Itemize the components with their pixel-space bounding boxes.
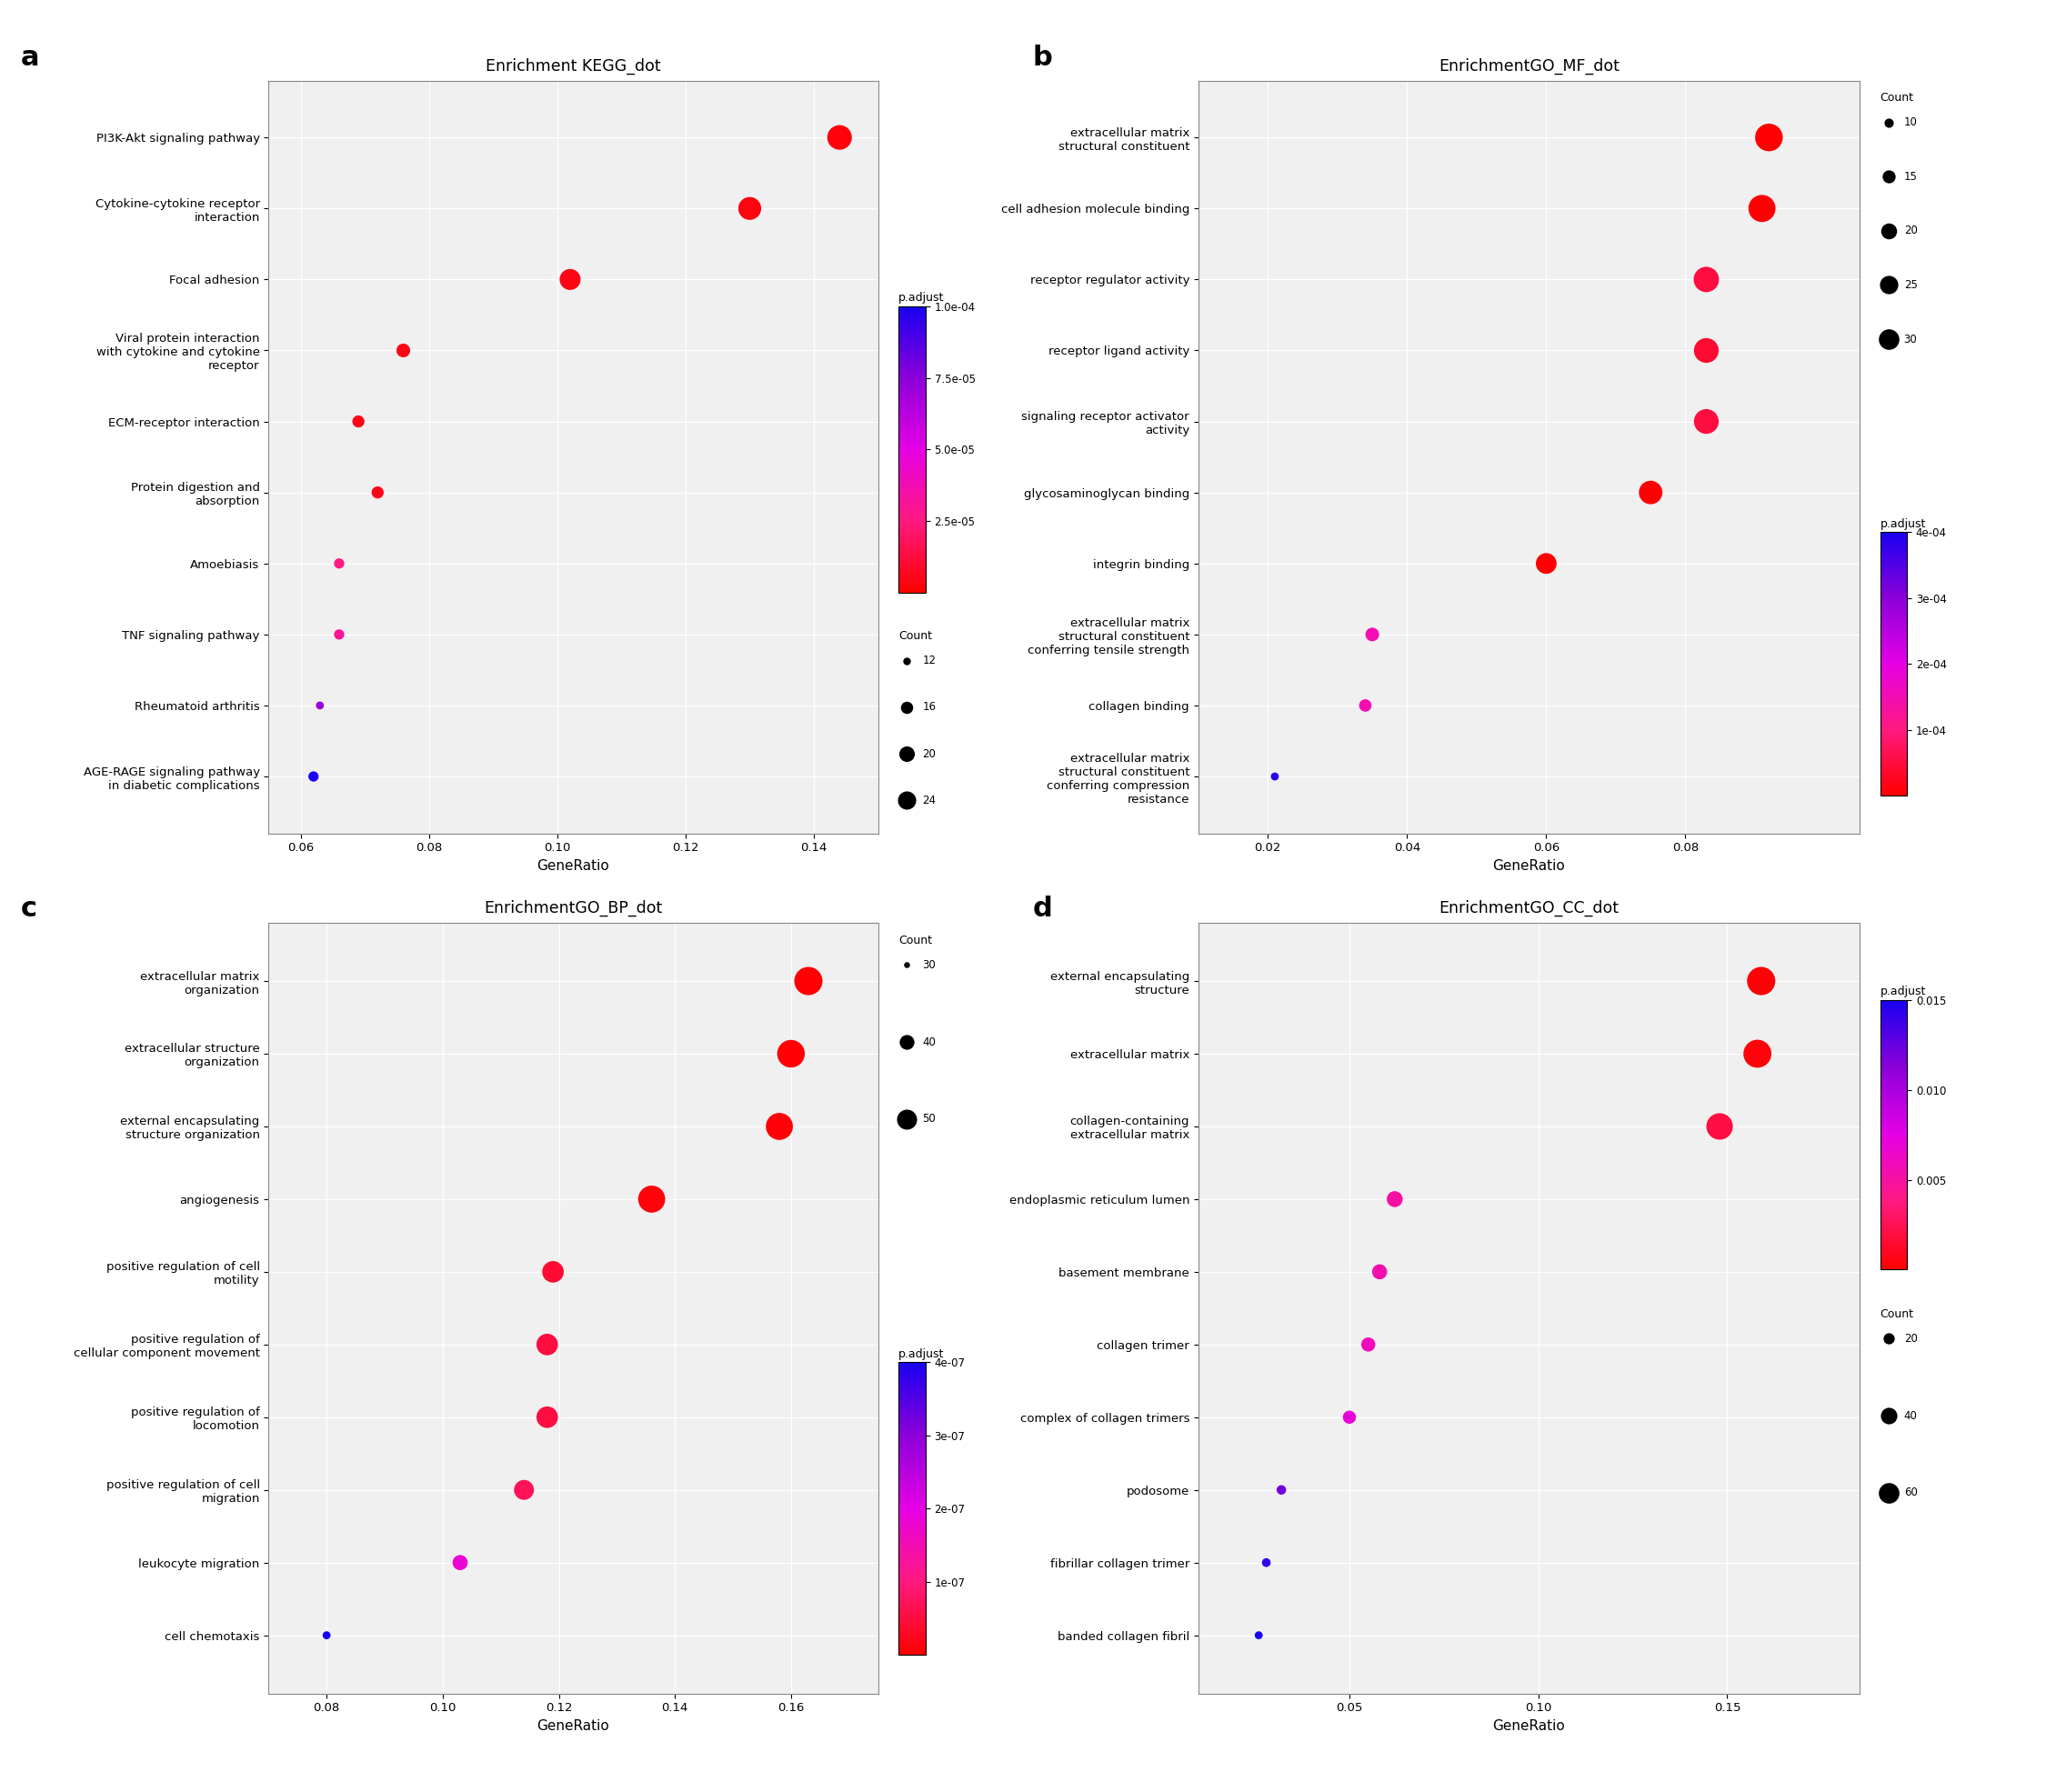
- Point: [634, 1185, 667, 1213]
- Point: [362, 478, 395, 507]
- Text: p.adjust: p.adjust: [1880, 986, 1926, 998]
- Point: [1355, 620, 1388, 649]
- Text: 30: 30: [1903, 333, 1917, 346]
- Point: [890, 1104, 924, 1133]
- Point: [531, 1330, 564, 1358]
- X-axis label: GeneRatio: GeneRatio: [537, 1719, 609, 1733]
- Text: 20: 20: [1903, 224, 1917, 237]
- Point: [508, 1475, 541, 1503]
- Text: 12: 12: [921, 654, 936, 667]
- Text: c: c: [21, 896, 37, 923]
- Text: p.adjust: p.adjust: [1880, 518, 1926, 530]
- Point: [1333, 1403, 1366, 1432]
- Text: 40: 40: [1903, 1410, 1917, 1421]
- Point: [1690, 337, 1723, 366]
- Text: a: a: [21, 45, 39, 72]
- Point: [890, 647, 924, 676]
- Text: 25: 25: [1903, 280, 1917, 290]
- X-axis label: GeneRatio: GeneRatio: [537, 858, 609, 873]
- Point: [775, 1039, 808, 1068]
- Point: [444, 1548, 477, 1577]
- Point: [1250, 1548, 1283, 1577]
- Point: [322, 620, 355, 649]
- Text: 20: 20: [921, 747, 936, 760]
- Point: [890, 950, 924, 978]
- Point: [890, 1027, 924, 1055]
- Text: 20: 20: [1903, 1333, 1917, 1344]
- Text: 15: 15: [1903, 170, 1917, 183]
- Text: Count: Count: [899, 631, 932, 642]
- Point: [322, 548, 355, 577]
- Point: [1872, 163, 1905, 192]
- Point: [890, 787, 924, 815]
- Point: [1378, 1185, 1411, 1213]
- Point: [1529, 548, 1562, 577]
- Point: [1349, 692, 1382, 720]
- Text: Count: Count: [1880, 91, 1913, 104]
- Title: EnrichmentGO_CC_dot: EnrichmentGO_CC_dot: [1438, 900, 1620, 918]
- Point: [822, 124, 855, 152]
- Point: [1872, 217, 1905, 246]
- Point: [890, 740, 924, 769]
- Point: [1872, 108, 1905, 136]
- Point: [890, 694, 924, 722]
- Point: [341, 407, 374, 435]
- Point: [304, 692, 337, 720]
- Point: [1634, 478, 1667, 507]
- Point: [1872, 1478, 1905, 1507]
- Point: [1752, 124, 1785, 152]
- Point: [1872, 324, 1905, 353]
- Point: [1742, 1039, 1775, 1068]
- Text: 24: 24: [921, 794, 936, 806]
- Title: EnrichmentGO_BP_dot: EnrichmentGO_BP_dot: [483, 900, 663, 918]
- Point: [1264, 1475, 1297, 1503]
- Text: 10: 10: [1903, 116, 1917, 129]
- Point: [554, 265, 587, 294]
- Point: [1702, 1113, 1735, 1142]
- Point: [1690, 265, 1723, 294]
- Text: 50: 50: [921, 1113, 936, 1125]
- Point: [733, 194, 766, 222]
- Title: EnrichmentGO_MF_dot: EnrichmentGO_MF_dot: [1438, 57, 1620, 75]
- Point: [1872, 1401, 1905, 1430]
- Point: [537, 1258, 570, 1287]
- Point: [298, 762, 331, 790]
- Text: 16: 16: [921, 701, 936, 713]
- X-axis label: GeneRatio: GeneRatio: [1492, 858, 1566, 873]
- Text: b: b: [1033, 45, 1054, 72]
- Text: Count: Count: [1880, 1308, 1913, 1321]
- Point: [791, 966, 824, 995]
- Title: Enrichment KEGG_dot: Enrichment KEGG_dot: [486, 57, 661, 75]
- Text: 40: 40: [921, 1036, 936, 1048]
- Point: [531, 1403, 564, 1432]
- Text: p.adjust: p.adjust: [899, 292, 944, 305]
- Text: p.adjust: p.adjust: [899, 1348, 944, 1360]
- Point: [762, 1113, 795, 1142]
- Point: [1258, 762, 1291, 790]
- Text: d: d: [1033, 896, 1054, 923]
- Point: [1872, 271, 1905, 299]
- Point: [1364, 1258, 1397, 1287]
- Point: [1746, 194, 1779, 222]
- Point: [386, 337, 419, 366]
- Text: 60: 60: [1903, 1487, 1917, 1498]
- X-axis label: GeneRatio: GeneRatio: [1492, 1719, 1566, 1733]
- Text: 30: 30: [921, 959, 936, 971]
- Point: [1744, 966, 1777, 995]
- Point: [1872, 1324, 1905, 1353]
- Text: Count: Count: [899, 934, 932, 946]
- Point: [310, 1622, 343, 1650]
- Point: [1242, 1622, 1275, 1650]
- Point: [1351, 1330, 1384, 1358]
- Point: [1690, 407, 1723, 435]
